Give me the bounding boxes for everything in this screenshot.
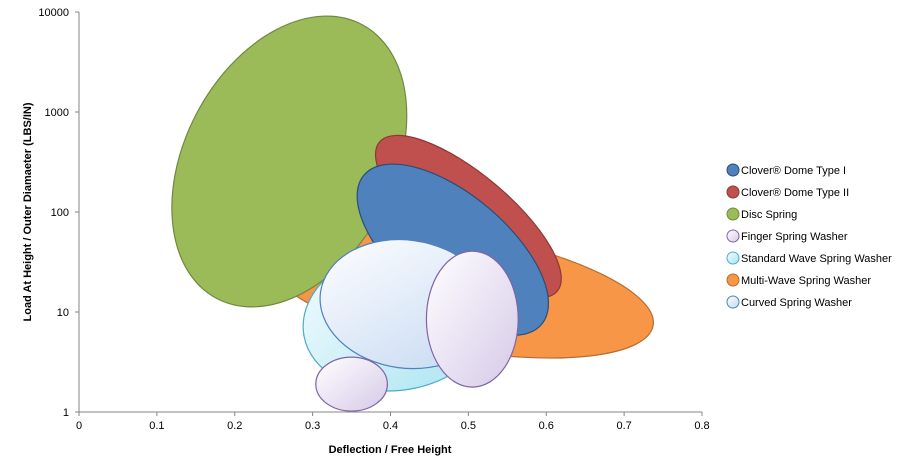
y-tick-label: 10 [57, 307, 69, 319]
y-tick-label: 100 [51, 207, 69, 219]
legend-item-disc-spring: Disc Spring [726, 207, 797, 221]
legend-label: Multi-Wave Spring Washer [741, 275, 871, 287]
legend-item-clover-dome-type-ii: Clover® Dome Type II [726, 185, 849, 199]
x-tick-label: 0.8 [694, 420, 709, 432]
legend-swatch [726, 273, 740, 287]
x-axis-title: Deflection / Free Height [329, 444, 452, 456]
legend-item-finger-spring-washer: Finger Spring Washer [726, 229, 848, 243]
y-axis-title: Load At Height / Outer Diamaeter (LBS/IN… [22, 102, 34, 321]
x-tick-label: 0.2 [227, 420, 242, 432]
x-tick-label: 0.1 [149, 420, 164, 432]
regions-layer [171, 15, 654, 412]
legend-item-curved-spring-washer: Curved Spring Washer [726, 295, 852, 309]
legend-swatch [726, 295, 740, 309]
x-tick-label: 0.6 [539, 420, 554, 432]
x-tick-label: 0.7 [616, 420, 631, 432]
legend-swatch [726, 163, 740, 177]
legend-swatch [726, 185, 740, 199]
legend-label: Clover® Dome Type I [741, 165, 846, 177]
y-tick-label: 10000 [38, 7, 69, 19]
region-finger-spring-washer-2 [425, 250, 519, 388]
legend-swatch [726, 251, 740, 265]
legend-label: Clover® Dome Type II [741, 187, 849, 199]
legend: Clover® Dome Type I Clover® Dome Type II D… [726, 163, 892, 309]
legend-item-multi-wave-spring-washer: Multi-Wave Spring Washer [726, 273, 871, 287]
region-finger-spring-washer-1 [315, 356, 389, 412]
x-tick-label: 0.5 [461, 420, 476, 432]
legend-label: Finger Spring Washer [741, 231, 848, 243]
y-tick-label: 1000 [45, 107, 69, 119]
legend-swatch [726, 229, 740, 243]
legend-swatch [726, 207, 740, 221]
ticks: 0 0.1 0.2 0.3 0.4 0.5 0.6 0.7 0.8 1 10 100 1000 10000 [38, 7, 709, 432]
legend-label: Curved Spring Washer [741, 297, 852, 309]
x-tick-label: 0.4 [383, 420, 398, 432]
y-tick-label: 1 [63, 407, 69, 419]
legend-item-clover-dome-type-i: Clover® Dome Type I [726, 163, 846, 177]
legend-label: Standard Wave Spring Washer [741, 253, 892, 265]
x-tick-label: 0 [76, 420, 82, 432]
legend-item-standard-wave-spring-washer: Standard Wave Spring Washer [726, 251, 892, 265]
legend-label: Disc Spring [741, 209, 797, 221]
x-tick-label: 0.3 [305, 420, 320, 432]
